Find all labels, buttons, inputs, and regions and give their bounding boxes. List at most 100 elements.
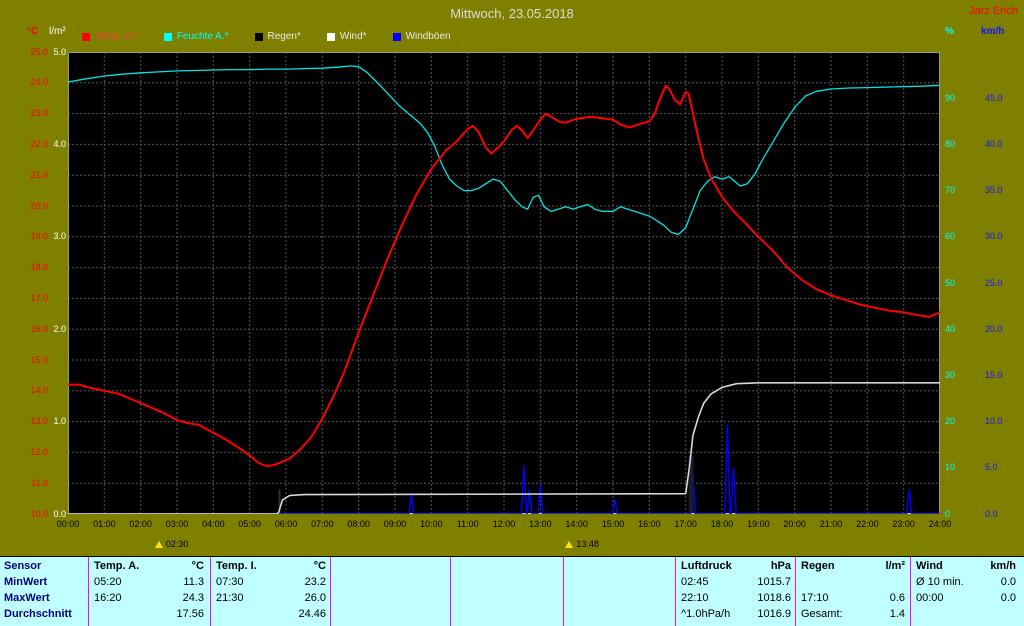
- table-cell: 17:10: [801, 592, 829, 604]
- rain-axis-tick: 5.0: [53, 46, 66, 57]
- table-cell: 00:00: [916, 592, 944, 604]
- table-separator: [563, 557, 564, 626]
- table-cell: 0.0: [1000, 576, 1016, 588]
- table-separator: [450, 557, 451, 626]
- table-cell: 24.46: [298, 608, 326, 620]
- table-cell: 0.0: [1000, 592, 1016, 604]
- humidity-axis-unit-label: %: [945, 26, 954, 37]
- legend-swatch-icon: [254, 32, 263, 41]
- wind-axis-tick: 15.0: [985, 369, 1003, 380]
- table-cell: 24.3: [182, 592, 204, 604]
- station-name: Jarz Erich: [969, 5, 1018, 17]
- time-axis-tick: 18:00: [710, 519, 734, 529]
- table-cell: 26.0: [304, 592, 326, 604]
- page-title: Mittwoch, 23.05.2018: [450, 6, 574, 21]
- table-cell: 17.56: [176, 608, 204, 620]
- legend-label: Windböen: [405, 31, 451, 42]
- table-cell: 23.2: [304, 576, 326, 588]
- table-separator: [210, 557, 211, 626]
- table-cell: l/m²: [885, 560, 905, 572]
- humidity-axis-tick: 20: [945, 416, 956, 427]
- time-axis-tick: 10:00: [420, 519, 443, 529]
- legend-label: Wind*: [339, 31, 367, 42]
- table-cell: 05:20: [94, 576, 122, 588]
- time-axis-tick: 09:00: [383, 519, 407, 529]
- temp-axis-tick: 20.0: [30, 200, 48, 211]
- time-axis-tick: 03:00: [165, 519, 189, 529]
- wind-axis-tick: 25.0: [985, 277, 1003, 288]
- time-axis-tick: 17:00: [674, 519, 697, 529]
- table-separator: [330, 557, 331, 626]
- chart-plot-area[interactable]: [68, 52, 940, 514]
- chart-canvas[interactable]: [68, 52, 940, 514]
- legend-item: Wind*: [326, 31, 367, 42]
- legend-label: Temp. A.*: [95, 31, 138, 42]
- time-axis-tick: 12:00: [492, 519, 516, 529]
- legend-item: Feuchte A.*: [163, 31, 229, 42]
- rain-axis-unit-label: l/m²: [49, 26, 66, 37]
- temp-axis-tick: 10.0: [30, 508, 48, 519]
- table-separator: [910, 557, 911, 626]
- time-axis-tick: 22:00: [856, 519, 879, 529]
- temp-axis-tick: 11.0: [31, 477, 48, 488]
- table-cell: Temp. I.: [216, 560, 257, 572]
- wind-axis-tick: 0.0: [985, 508, 998, 519]
- table-cell: 0.6: [889, 592, 905, 604]
- table-cell: Gesamt:: [801, 608, 843, 620]
- temp-axis-tick: 17.0: [30, 292, 48, 303]
- temp-axis-tick: 15.0: [30, 354, 48, 365]
- legend-swatch-icon: [82, 32, 90, 41]
- temp-axis-tick: 13.0: [30, 416, 48, 427]
- legend-label: Regen*: [267, 31, 301, 42]
- time-axis-tick: 14:00: [565, 519, 588, 529]
- table-cell: Sensor: [4, 560, 42, 572]
- humidity-axis-tick: 60: [945, 231, 956, 242]
- time-axis-tick: 23:00: [892, 519, 915, 529]
- series-feuchte: [68, 65, 940, 236]
- humidity-axis-tick: 80: [945, 138, 956, 149]
- wind-axis-tick: 5.0: [985, 462, 998, 473]
- series-windboeen: [68, 424, 940, 514]
- wind-axis-unit-label: km/h: [981, 26, 1005, 37]
- series-temp: [68, 84, 940, 468]
- time-axis-tick: 06:00: [274, 519, 298, 529]
- table-cell: hPa: [770, 560, 791, 572]
- time-axis-tick: 16:00: [638, 519, 661, 529]
- temp-axis-unit-label: °C: [27, 26, 39, 37]
- humidity-axis-tick: 90: [945, 92, 956, 103]
- temp-axis-tick: 22.0: [30, 138, 48, 149]
- table-separator: [675, 557, 676, 626]
- legend-item: Windböen: [392, 31, 451, 42]
- time-axis-tick: 00:00: [56, 519, 80, 529]
- time-axis-tick: 19:00: [747, 519, 770, 529]
- temp-axis-tick: 23.0: [30, 108, 48, 119]
- temp-axis-tick: 19.0: [30, 231, 48, 242]
- series-regen_summe: [68, 382, 940, 514]
- astro-event-icon: [154, 540, 163, 548]
- table-cell: km/h: [990, 560, 1016, 572]
- temp-axis-tick: 18.0: [30, 262, 48, 273]
- wind-axis-tick: 45.0: [985, 92, 1003, 103]
- table-cell: 1.4: [889, 608, 905, 620]
- time-axis-tick: 20:00: [783, 519, 806, 529]
- legend-label: Feuchte A.*: [176, 31, 229, 42]
- rain-axis-tick: 4.0: [53, 138, 66, 149]
- humidity-axis-tick: 30: [945, 369, 956, 380]
- time-axis-tick: 13:00: [529, 519, 552, 529]
- wind-axis-tick: 35.0: [985, 185, 1003, 196]
- astro-time-marker: 02:30: [154, 539, 188, 549]
- table-cell: Durchschnitt: [4, 608, 72, 620]
- wind-axis-tick: 30.0: [985, 231, 1003, 242]
- table-cell: 1018.6: [757, 592, 791, 604]
- astro-time-marker: 13:48: [565, 539, 599, 549]
- legend-swatch-icon: [392, 32, 401, 41]
- time-axis-tick: 11:00: [456, 519, 479, 529]
- table-cell: Ø 10 min.: [916, 576, 964, 588]
- legend-swatch-icon: [163, 32, 172, 41]
- table-cell: Regen: [801, 560, 835, 572]
- wind-axis-tick: 20.0: [985, 323, 1003, 334]
- wind-axis-tick: 40.0: [985, 138, 1003, 149]
- table-cell: 1016.9: [757, 608, 791, 620]
- table-cell: Wind: [916, 560, 943, 572]
